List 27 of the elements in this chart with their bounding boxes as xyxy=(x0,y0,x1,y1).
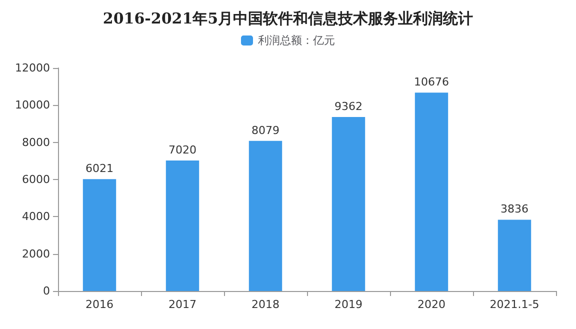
y-tick-label: 2000 xyxy=(22,247,50,260)
y-tick-label: 0 xyxy=(43,284,50,298)
data-label: 3836 xyxy=(500,202,528,216)
chart-title: 2016-2021年5月中国软件和信息技术服务业利润统计 xyxy=(102,10,474,28)
data-label: 8079 xyxy=(252,124,280,137)
bar xyxy=(414,92,448,291)
y-tick-label: 8000 xyxy=(22,136,50,149)
bar xyxy=(332,117,366,291)
y-tick-label: 4000 xyxy=(22,210,50,224)
x-tick-label: 2020 xyxy=(418,298,446,311)
y-tick-label: 6000 xyxy=(22,173,50,186)
x-tick-label: 2019 xyxy=(334,298,362,311)
y-tick-label: 12000 xyxy=(15,62,50,74)
legend-label: 利润总额：亿元 xyxy=(258,34,335,47)
bar xyxy=(498,220,532,291)
x-tick-label: 2017 xyxy=(168,298,196,311)
data-label: 7020 xyxy=(168,144,196,157)
x-tick-label: 2016 xyxy=(86,298,114,311)
bar xyxy=(82,179,116,291)
bar xyxy=(166,160,200,291)
x-tick-label: 2018 xyxy=(252,298,280,311)
x-tick-label: 2021.1-5 xyxy=(490,298,540,311)
data-label: 10676 xyxy=(414,76,449,89)
data-label: 6021 xyxy=(86,162,114,176)
y-tick-label: 10000 xyxy=(15,98,50,112)
data-label: 9362 xyxy=(334,100,362,114)
bar xyxy=(248,140,282,291)
